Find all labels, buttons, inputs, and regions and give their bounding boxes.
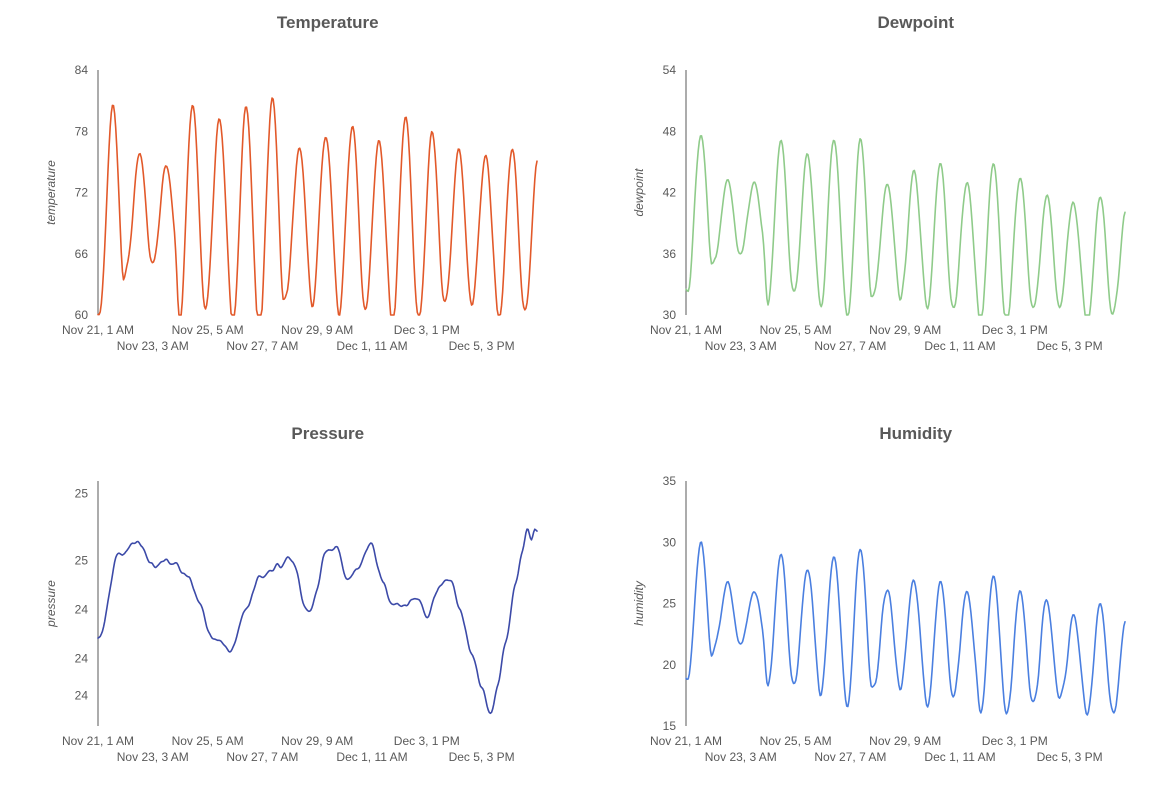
svg-text:60: 60 xyxy=(75,308,89,322)
svg-text:dewpoint: dewpoint xyxy=(632,168,646,217)
svg-text:25: 25 xyxy=(662,597,676,611)
svg-text:30: 30 xyxy=(662,308,676,322)
svg-text:Nov 21, 1 AM: Nov 21, 1 AM xyxy=(62,323,134,337)
svg-text:humidity: humidity xyxy=(632,580,646,626)
svg-text:Dec 1, 11 AM: Dec 1, 11 AM xyxy=(924,339,995,353)
svg-text:Dec 5, 3 PM: Dec 5, 3 PM xyxy=(449,750,515,764)
svg-text:48: 48 xyxy=(662,124,676,138)
svg-text:Nov 27, 7 AM: Nov 27, 7 AM xyxy=(226,750,298,764)
svg-text:Nov 21, 1 AM: Nov 21, 1 AM xyxy=(649,734,721,748)
svg-text:Dec 5, 3 PM: Dec 5, 3 PM xyxy=(449,339,515,353)
svg-text:Nov 25, 5 AM: Nov 25, 5 AM xyxy=(172,734,244,748)
svg-text:Dec 3, 1 PM: Dec 3, 1 PM xyxy=(981,323,1047,337)
svg-text:Nov 29, 9 AM: Nov 29, 9 AM xyxy=(869,323,941,337)
svg-text:Dec 1, 11 AM: Dec 1, 11 AM xyxy=(336,339,407,353)
svg-text:Dec 5, 3 PM: Dec 5, 3 PM xyxy=(1036,750,1102,764)
svg-text:Nov 23, 3 AM: Nov 23, 3 AM xyxy=(704,750,776,764)
svg-text:Nov 25, 5 AM: Nov 25, 5 AM xyxy=(759,734,831,748)
svg-text:24: 24 xyxy=(75,652,89,666)
svg-text:Nov 21, 1 AM: Nov 21, 1 AM xyxy=(649,323,721,337)
svg-text:pressure: pressure xyxy=(44,580,58,628)
svg-text:42: 42 xyxy=(662,186,676,200)
svg-text:Pressure: Pressure xyxy=(291,424,364,443)
svg-text:72: 72 xyxy=(75,186,89,200)
svg-text:Nov 27, 7 AM: Nov 27, 7 AM xyxy=(226,339,298,353)
svg-text:20: 20 xyxy=(662,658,676,672)
svg-text:24: 24 xyxy=(75,603,89,617)
svg-text:Dec 3, 1 PM: Dec 3, 1 PM xyxy=(394,323,460,337)
svg-text:Dec 5, 3 PM: Dec 5, 3 PM xyxy=(1036,339,1102,353)
svg-text:Nov 25, 5 AM: Nov 25, 5 AM xyxy=(759,323,831,337)
svg-text:Nov 21, 1 AM: Nov 21, 1 AM xyxy=(62,734,134,748)
svg-text:Nov 29, 9 AM: Nov 29, 9 AM xyxy=(281,323,353,337)
svg-text:Dewpoint: Dewpoint xyxy=(877,13,954,32)
svg-text:Nov 27, 7 AM: Nov 27, 7 AM xyxy=(814,339,886,353)
svg-text:66: 66 xyxy=(75,247,89,261)
svg-text:Nov 23, 3 AM: Nov 23, 3 AM xyxy=(704,339,776,353)
svg-text:Nov 29, 9 AM: Nov 29, 9 AM xyxy=(869,734,941,748)
svg-text:Nov 25, 5 AM: Nov 25, 5 AM xyxy=(172,323,244,337)
svg-text:54: 54 xyxy=(662,63,676,77)
svg-text:Nov 23, 3 AM: Nov 23, 3 AM xyxy=(117,750,189,764)
svg-text:78: 78 xyxy=(75,124,89,138)
svg-text:Dec 3, 1 PM: Dec 3, 1 PM xyxy=(394,734,460,748)
svg-text:Nov 27, 7 AM: Nov 27, 7 AM xyxy=(814,750,886,764)
svg-text:24: 24 xyxy=(75,688,89,702)
svg-text:25: 25 xyxy=(75,554,89,568)
svg-text:Dec 3, 1 PM: Dec 3, 1 PM xyxy=(981,734,1047,748)
svg-text:Nov 23, 3 AM: Nov 23, 3 AM xyxy=(117,339,189,353)
svg-text:Temperature: Temperature xyxy=(277,13,379,32)
svg-text:Dec 1, 11 AM: Dec 1, 11 AM xyxy=(336,750,407,764)
svg-text:temperature: temperature xyxy=(44,160,58,225)
svg-text:84: 84 xyxy=(75,63,89,77)
svg-text:36: 36 xyxy=(662,247,676,261)
svg-text:35: 35 xyxy=(662,474,676,488)
svg-text:Dec 1, 11 AM: Dec 1, 11 AM xyxy=(924,750,995,764)
svg-text:15: 15 xyxy=(662,719,676,733)
svg-text:Humidity: Humidity xyxy=(879,424,952,443)
svg-text:Nov 29, 9 AM: Nov 29, 9 AM xyxy=(281,734,353,748)
svg-text:30: 30 xyxy=(662,535,676,549)
svg-text:25: 25 xyxy=(75,486,89,500)
